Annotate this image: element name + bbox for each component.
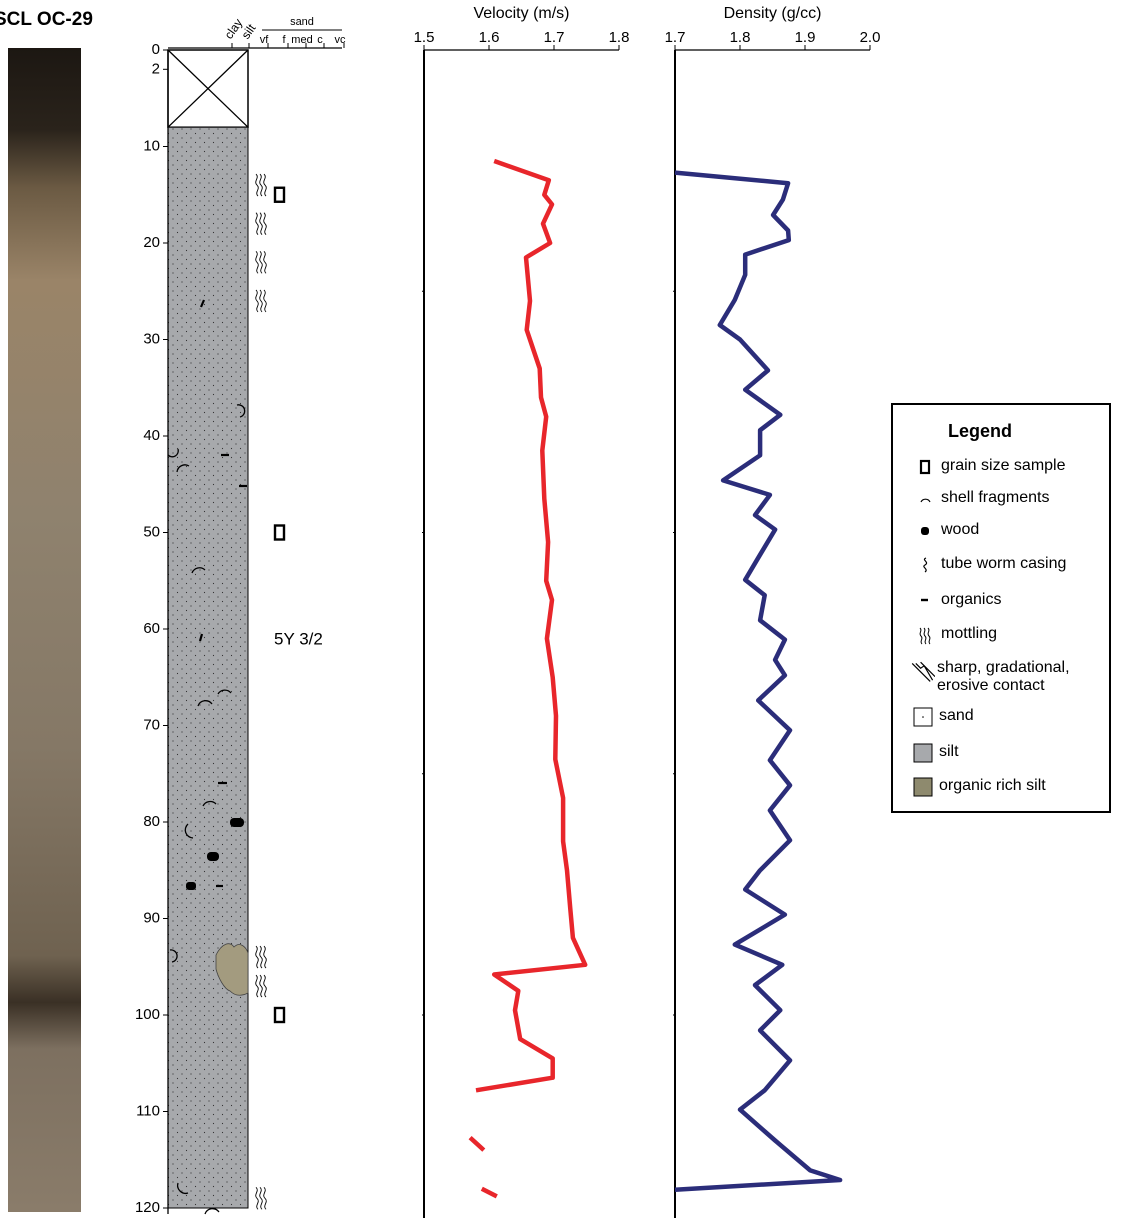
legend-label: shell fragments	[941, 489, 1050, 506]
mottling	[255, 974, 267, 998]
stipple	[168, 127, 248, 1209]
grain-label: vc	[335, 34, 347, 46]
legend-item: sharp, gradational, erosive contact	[911, 659, 1087, 695]
x-tick-label: 1.9	[795, 29, 816, 46]
y-tick-label: 10	[143, 137, 160, 154]
legend-label: sharp, gradational, erosive contact	[937, 659, 1070, 694]
legend-label: wood	[941, 521, 980, 538]
x-tick-label: 1.5	[414, 29, 435, 46]
legend-label: organic rich silt	[939, 777, 1046, 794]
y-tick-label: 90	[143, 909, 160, 926]
grain-size-sample	[273, 1006, 286, 1024]
data-line	[674, 170, 843, 1192]
legend-item: silt	[913, 743, 959, 763]
mottling	[255, 945, 267, 969]
x-tick-label: 1.6	[479, 29, 500, 46]
legend-item: grain size sample	[915, 457, 1066, 477]
y-tick-label: 120	[135, 1199, 160, 1216]
shell-fragments	[167, 404, 246, 1215]
legend-item: organic rich silt	[913, 777, 1046, 797]
mottling	[255, 1187, 267, 1210]
y-tick-label: 60	[143, 620, 160, 637]
wood	[186, 818, 244, 890]
color-annotation: 5Y 3/2	[274, 629, 323, 648]
grain-size-sample	[273, 524, 286, 541]
y-tick-label: 70	[143, 716, 160, 733]
x-tick-label: 1.8	[730, 29, 751, 46]
grain-label: med	[291, 34, 312, 46]
y-tick-label: 50	[143, 523, 160, 540]
legend-item: wood	[915, 521, 979, 541]
grain-label: vf	[260, 34, 270, 46]
legend-label: sand	[939, 707, 974, 724]
y-tick-label: 30	[143, 330, 160, 347]
x-tick-label: 1.7	[665, 29, 686, 46]
legend-item: organics	[915, 591, 1001, 611]
mottling	[255, 289, 267, 313]
legend-item: tube worm casing	[915, 555, 1066, 575]
legend-label: organics	[941, 591, 1002, 608]
y-tick-label: 2	[152, 60, 160, 77]
legend: Legend grain size sample shell fragments…	[891, 403, 1111, 813]
mottling	[255, 250, 267, 274]
legend-item: sand	[913, 707, 974, 727]
x-tick-label: 1.8	[609, 29, 630, 46]
axis-title: Density (g/cc)	[724, 5, 822, 22]
y-tick-label: 0	[152, 41, 160, 58]
grain-size-sample	[273, 186, 286, 203]
legend-label: silt	[939, 743, 959, 760]
legend-label: mottling	[941, 625, 998, 642]
legend-label: tube worm casing	[941, 555, 1067, 572]
mottling	[255, 212, 267, 236]
legend-label: grain size sample	[941, 457, 1066, 474]
legend-item: mottling	[915, 625, 997, 645]
x-tick-label: 2.0	[860, 29, 881, 46]
core-photo	[8, 48, 81, 1212]
no-recovery-cross	[167, 49, 249, 128]
legend-item: shell fragments	[915, 489, 1050, 509]
grain-label: f	[282, 34, 286, 46]
x-tick-label: 1.7	[544, 29, 565, 46]
organic-rich-silt	[215, 943, 249, 996]
grain-label: sand	[290, 16, 314, 28]
y-tick-label: 40	[143, 427, 160, 444]
axis-title: Velocity (m/s)	[473, 5, 569, 22]
data-line	[468, 158, 588, 1199]
chart-title: SCL OC-29	[0, 9, 93, 30]
y-tick-label: 100	[135, 1006, 160, 1023]
y-tick-label: 110	[136, 1102, 160, 1119]
legend-title: Legend	[948, 421, 1013, 441]
y-tick-label: 20	[143, 234, 160, 251]
organics	[198, 299, 247, 888]
y-tick-label: 80	[143, 813, 160, 830]
grain-label: c	[317, 34, 323, 46]
mottling	[255, 173, 267, 197]
